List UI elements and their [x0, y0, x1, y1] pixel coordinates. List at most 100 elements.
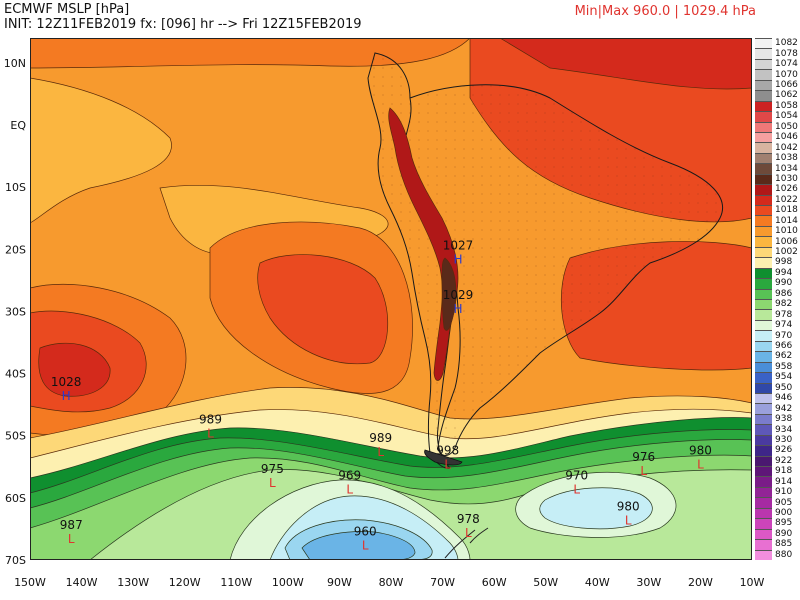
legend-swatch	[755, 518, 772, 529]
min-max-readout: Min|Max 960.0 | 1029.4 hPa	[574, 4, 756, 19]
legend-swatch	[755, 267, 772, 279]
legend-label: 986	[775, 288, 793, 299]
legend-label: 885	[775, 539, 793, 550]
low-pressure-symbol: L	[68, 532, 75, 546]
legend-swatch	[755, 330, 772, 341]
legend-label: 1002	[775, 247, 798, 258]
lon-tick-label: 70W	[430, 576, 455, 589]
lon-tick-label: 40W	[585, 576, 610, 589]
legend-label: 970	[775, 330, 793, 341]
legend-label: 1042	[775, 142, 798, 153]
legend-swatch	[755, 236, 772, 247]
low-pressure-value: 969	[338, 468, 361, 482]
legend-swatch	[755, 58, 772, 70]
legend-swatch	[755, 142, 772, 153]
lon-tick-label: 130W	[117, 576, 149, 589]
legend-swatch	[755, 194, 772, 206]
legend-swatch	[755, 48, 772, 59]
legend-swatch	[755, 361, 772, 373]
lat-tick-label: 20S	[5, 243, 26, 256]
low-pressure-symbol: L	[573, 482, 580, 496]
low-pressure-symbol: L	[362, 538, 369, 552]
low-pressure-symbol: L	[625, 514, 632, 528]
legend-label: 1050	[775, 121, 798, 132]
legend-label: 922	[775, 455, 793, 466]
low-pressure-value: 998	[436, 444, 459, 458]
legend-label: 1078	[775, 48, 798, 59]
low-pressure-value: 989	[369, 431, 392, 445]
legend-swatch	[755, 79, 772, 91]
legend-swatch	[755, 184, 772, 195]
high-pressure-symbol: H	[62, 389, 71, 403]
legend-label: 1054	[775, 111, 798, 122]
legend-label: 1026	[775, 184, 798, 195]
legend-swatch	[755, 539, 772, 550]
legend-label: 998	[775, 257, 793, 268]
legend-swatch	[755, 455, 772, 467]
legend-label: 950	[775, 382, 793, 393]
high-pressure-value: 1027	[443, 239, 474, 253]
low-pressure-value: 980	[689, 444, 712, 458]
legend-label: 1074	[775, 59, 798, 70]
lon-tick-label: 140W	[66, 576, 98, 589]
legend-swatch	[755, 38, 772, 49]
legend-swatch	[755, 121, 772, 132]
legend-label: 926	[775, 445, 793, 456]
low-pressure-value: 980	[617, 500, 640, 514]
legend-swatch	[755, 403, 772, 414]
legend-label: 1046	[775, 132, 798, 143]
legend-label: 1066	[775, 79, 798, 90]
legend-swatch	[755, 257, 772, 268]
legend-label: 994	[775, 267, 793, 278]
low-pressure-symbol: L	[207, 427, 214, 441]
legend-label: 934	[775, 424, 793, 435]
legend-swatch	[755, 309, 772, 320]
pressure-band-1018-north	[499, 38, 752, 90]
legend-label: 946	[775, 393, 793, 404]
legend-label: 905	[775, 497, 793, 508]
lon-tick-label: 150W	[14, 576, 46, 589]
legend-swatch	[755, 100, 772, 112]
legend-label: 982	[775, 299, 793, 310]
legend-label: 978	[775, 309, 793, 320]
low-pressure-symbol: L	[269, 476, 276, 490]
lat-tick-label: 40S	[5, 368, 26, 381]
legend-swatch	[755, 497, 772, 508]
legend-swatch	[755, 90, 772, 101]
high-pressure-symbol: H	[454, 302, 463, 316]
legend-swatch	[755, 278, 772, 289]
legend-label: 900	[775, 508, 793, 519]
legend-label: 954	[775, 372, 793, 383]
legend-swatch	[755, 111, 772, 122]
low-pressure-symbol: L	[346, 482, 353, 496]
legend-label: 958	[775, 361, 793, 372]
legend-swatch	[755, 372, 772, 383]
legend-swatch	[755, 215, 772, 226]
antarctic-peninsula	[444, 527, 489, 559]
low-pressure-symbol: L	[640, 464, 647, 478]
legend-swatch	[755, 434, 772, 446]
lon-tick-label: 80W	[379, 576, 404, 589]
tierra-del-fuego	[424, 449, 463, 466]
lon-tick-label: 50W	[533, 576, 558, 589]
legend-swatch	[755, 507, 772, 519]
legend-label: 1006	[775, 236, 798, 247]
low-pressure-value: 975	[261, 462, 284, 476]
legend-label: 1010	[775, 226, 798, 237]
lon-tick-label: 30W	[636, 576, 661, 589]
legend-label: 966	[775, 340, 793, 351]
lat-tick-label: 70S	[5, 554, 26, 567]
legend-swatch	[755, 340, 772, 352]
low-pressure-value: 987	[60, 518, 83, 532]
legend-label: 918	[775, 466, 793, 477]
legend-label: 1058	[775, 100, 798, 111]
lon-tick-label: 110W	[220, 576, 252, 589]
legend-swatch	[755, 528, 772, 540]
legend-label: 974	[775, 320, 793, 331]
low-pressure-symbol: L	[697, 458, 704, 472]
legend-swatch	[755, 246, 772, 258]
legend-swatch	[755, 152, 772, 164]
legend-label: 1014	[775, 215, 798, 226]
chile-high-core	[441, 257, 457, 331]
